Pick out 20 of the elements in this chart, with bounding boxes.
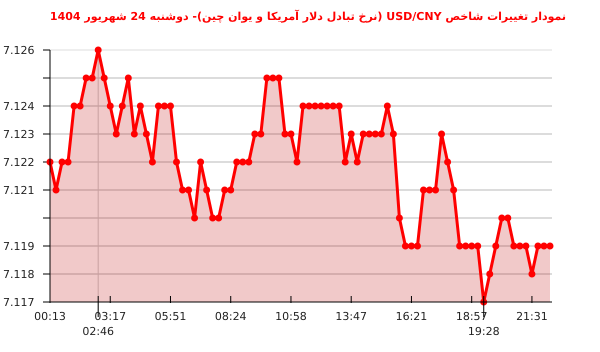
x-tick-label: 00:13	[34, 310, 66, 323]
x-tick-label: 21:31	[516, 310, 548, 323]
y-tick-label: 7.117	[3, 296, 34, 309]
title: نمودار تغییرات شاخص USD/CNY (نرخ تبادل دلار آمریکا و یوان چین)- دوشنبه 24 شهریور 1404	[50, 10, 566, 23]
y-tick-label: 7.118	[3, 268, 34, 281]
x-tick-label: 02:46	[82, 325, 114, 338]
y-tick-label: 7.122	[3, 156, 34, 169]
x-tick-label: 05:51	[154, 310, 186, 323]
x-tick-label: 18:57	[456, 310, 488, 323]
y-tick-label: 7.119	[3, 240, 34, 253]
x-tick-label: 19:28	[468, 325, 500, 338]
y-tick-label: 7.126	[3, 44, 34, 57]
y-tick-label: 7.123	[3, 128, 34, 141]
y-tick-label: 7.121	[3, 184, 34, 197]
x-tick-label: 13:47	[335, 310, 368, 323]
x-tick-label: 03:17	[94, 310, 126, 323]
x-tick-label: 08:24	[214, 310, 247, 323]
x-tick-label: 10:58	[275, 310, 307, 323]
y-tick-label: 7.124	[3, 100, 34, 113]
x-tick-label: 16:21	[396, 310, 428, 323]
